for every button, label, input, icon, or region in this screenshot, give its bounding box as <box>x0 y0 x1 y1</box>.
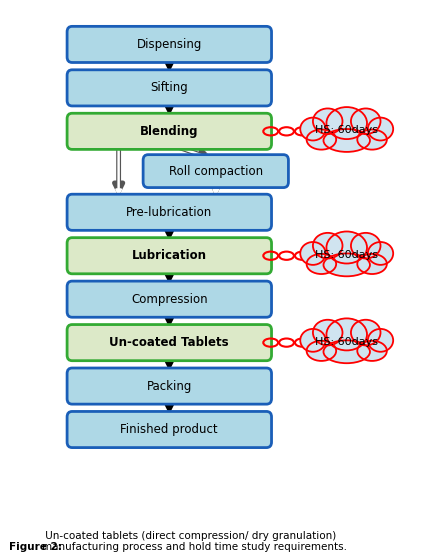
Text: Figure 2:: Figure 2: <box>9 542 62 552</box>
Ellipse shape <box>313 108 342 134</box>
FancyBboxPatch shape <box>67 194 271 230</box>
Ellipse shape <box>357 129 387 150</box>
Text: Compression: Compression <box>131 292 208 306</box>
Ellipse shape <box>300 118 326 140</box>
Text: Dispensing: Dispensing <box>137 38 202 51</box>
Ellipse shape <box>307 129 336 150</box>
Text: HS: 60days: HS: 60days <box>315 250 378 260</box>
Ellipse shape <box>300 329 326 352</box>
FancyBboxPatch shape <box>67 411 271 447</box>
FancyBboxPatch shape <box>67 325 271 361</box>
Ellipse shape <box>368 242 393 265</box>
FancyBboxPatch shape <box>67 368 271 404</box>
Ellipse shape <box>300 242 326 265</box>
Ellipse shape <box>368 118 393 140</box>
FancyBboxPatch shape <box>67 26 271 63</box>
Text: Un-coated Tablets: Un-coated Tablets <box>110 336 229 349</box>
FancyBboxPatch shape <box>67 281 271 317</box>
Text: Packing: Packing <box>147 380 192 392</box>
Text: HS: 60days: HS: 60days <box>315 125 378 135</box>
FancyBboxPatch shape <box>67 113 271 149</box>
Ellipse shape <box>313 233 342 259</box>
Ellipse shape <box>351 108 381 134</box>
Ellipse shape <box>323 129 370 152</box>
Ellipse shape <box>326 231 367 264</box>
Text: Lubrication: Lubrication <box>132 249 207 262</box>
Text: Sifting: Sifting <box>150 82 188 94</box>
Ellipse shape <box>307 341 336 361</box>
Text: HS: 60days: HS: 60days <box>315 337 378 347</box>
Ellipse shape <box>323 254 370 276</box>
Ellipse shape <box>368 329 393 352</box>
Ellipse shape <box>307 254 336 274</box>
Text: Roll compaction: Roll compaction <box>169 165 263 178</box>
Text: Finished product: Finished product <box>121 423 218 436</box>
Ellipse shape <box>357 254 387 274</box>
FancyBboxPatch shape <box>67 70 271 106</box>
Ellipse shape <box>313 320 342 345</box>
Ellipse shape <box>351 233 381 259</box>
Text: Pre-lubrication: Pre-lubrication <box>126 206 213 219</box>
Ellipse shape <box>351 320 381 345</box>
FancyBboxPatch shape <box>67 238 271 274</box>
Ellipse shape <box>326 319 367 350</box>
FancyBboxPatch shape <box>143 155 289 188</box>
Ellipse shape <box>323 340 370 363</box>
Ellipse shape <box>326 107 367 139</box>
Text: Blending: Blending <box>140 125 198 138</box>
Text: Un-coated tablets (direct compression/ dry granulation)
manufacturing process an: Un-coated tablets (direct compression/ d… <box>42 531 347 552</box>
Ellipse shape <box>357 341 387 361</box>
